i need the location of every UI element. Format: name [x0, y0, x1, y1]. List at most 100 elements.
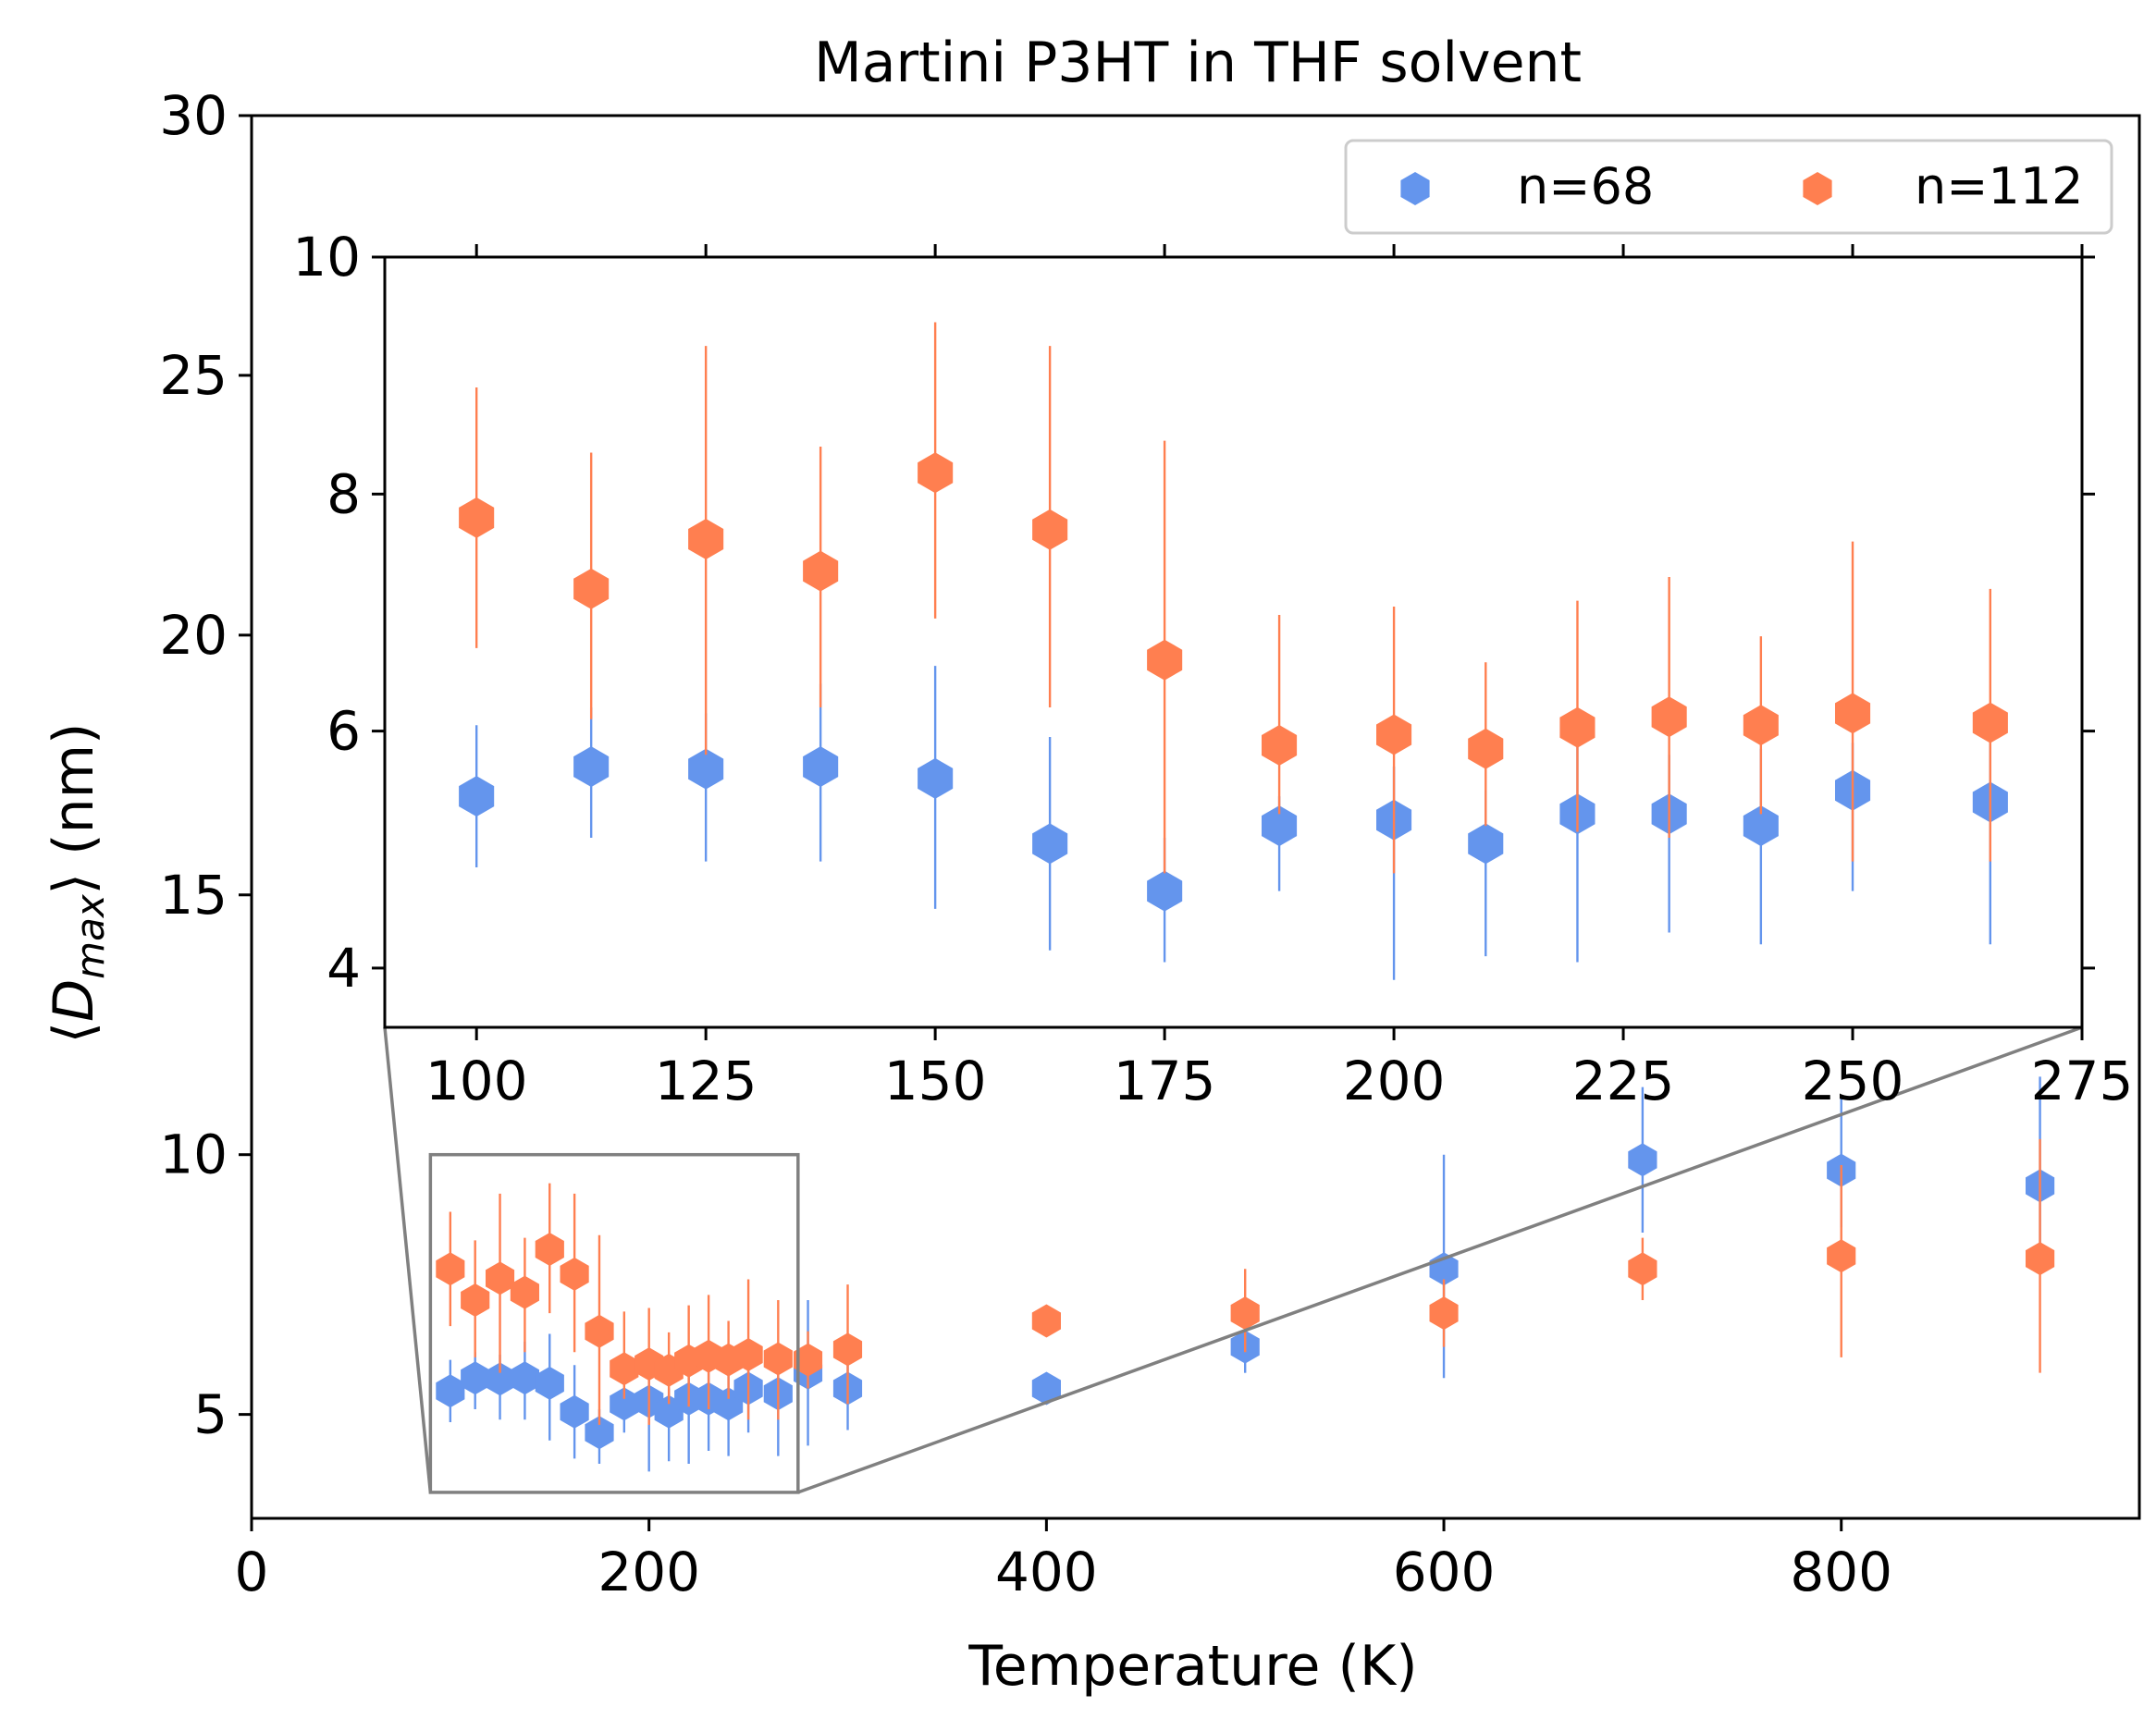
- main-point-n=68-5: [560, 1394, 589, 1429]
- main-point-n=112-0: [436, 1252, 465, 1286]
- zoom-rectangle: [428, 1152, 800, 1494]
- main-y-tick-label-10: 10: [159, 1123, 228, 1186]
- inset-point-n=68-6: [1147, 870, 1183, 912]
- main-point-n=112-22: [2026, 1242, 2055, 1276]
- inset-series-n=68: [459, 666, 2008, 980]
- inset-point-n=68-7: [1262, 805, 1298, 847]
- main-y-tick-label-20: 20: [159, 604, 228, 667]
- chart-title: Martini P3HT in THF solvent: [814, 31, 1582, 95]
- legend-label-n112: n=112: [1915, 157, 2084, 215]
- inset-x-tick-label-100: 100: [425, 1050, 528, 1112]
- inset-point-n=112-2: [688, 519, 724, 559]
- legend-marker-n68: [1400, 172, 1430, 205]
- inset-point-n=112-6: [1147, 639, 1183, 681]
- main-point-n=112-15: [794, 1343, 823, 1377]
- main-point-n=112-2: [486, 1261, 515, 1295]
- main-point-n=112-7: [610, 1352, 639, 1386]
- inset-point-n=68-2: [688, 748, 724, 790]
- main-point-n=68-17: [1031, 1371, 1061, 1406]
- main-point-n=112-17: [1031, 1304, 1061, 1338]
- main-y-tick-label-30: 30: [159, 84, 228, 147]
- main-point-n=68-1: [461, 1361, 490, 1395]
- x-axis-label: Temperature (K): [967, 1634, 1417, 1699]
- inset-point-n=68-4: [918, 757, 954, 799]
- inset-y-tick-label-4: 4: [326, 937, 361, 1000]
- main-point-n=68-6: [585, 1416, 614, 1450]
- inset-point-n=112-5: [1032, 509, 1068, 550]
- main-point-n=68-2: [486, 1362, 515, 1396]
- legend-marker-n112: [1803, 172, 1832, 205]
- inset-point-n=68-3: [803, 746, 839, 788]
- main-point-n=112-20: [1628, 1252, 1657, 1286]
- legend-hex-n=112: [1803, 172, 1832, 205]
- inset-plot-area: [385, 257, 2082, 1027]
- y-label-open: ⟨: [42, 1022, 106, 1043]
- inset-x-tick-label-125: 125: [655, 1050, 758, 1112]
- inset-point-n=112-9: [1468, 728, 1504, 769]
- inset-x-tick-label-250: 250: [1802, 1050, 1904, 1112]
- inset-x-tick-label-275: 275: [2031, 1050, 2134, 1112]
- inset-point-n=112-7: [1262, 725, 1298, 766]
- inset-x-tick-label-150: 150: [884, 1050, 987, 1112]
- inset-y-tick-label-8: 8: [326, 462, 361, 525]
- zoom-connector-left: [383, 1026, 433, 1493]
- main-point-n=112-16: [832, 1332, 863, 1367]
- inset-x-tick-label-175: 175: [1114, 1050, 1216, 1112]
- y-label-symbol: D: [42, 979, 106, 1022]
- inset-point-n=68-1: [573, 746, 610, 788]
- main-x-tick-label-200: 200: [598, 1541, 700, 1603]
- inset-point-n=112-8: [1376, 714, 1412, 755]
- inset-x-tick-label-200: 200: [1343, 1050, 1446, 1112]
- main-y-tick-label-25: 25: [159, 344, 228, 407]
- inset-plot: 100 125 150 175 200 225 250 275 4 6 8 10: [292, 226, 2133, 1112]
- inset-point-n=112-4: [918, 452, 954, 494]
- inset-x-tick-label-225: 225: [1572, 1050, 1675, 1112]
- legend: n=68 n=112: [1344, 139, 2113, 235]
- main-y-tick-label-5: 5: [193, 1383, 228, 1446]
- main-point-n=68-3: [510, 1361, 539, 1395]
- main-point-n=112-5: [560, 1257, 589, 1291]
- main-point-n=112-14: [763, 1342, 793, 1376]
- main-point-n=68-20: [1628, 1143, 1657, 1177]
- legend-hex-n=68: [1400, 172, 1430, 205]
- inset-point-n=112-3: [803, 550, 839, 592]
- main-x-tick-label-800: 800: [1790, 1541, 1892, 1603]
- inset-point-n=68-5: [1032, 823, 1068, 865]
- inset-series-n=112: [459, 322, 2008, 874]
- inset-plot-frame: [383, 255, 2084, 1029]
- main-point-n=68-7: [610, 1387, 639, 1421]
- main-point-n=112-13: [733, 1338, 763, 1371]
- y-label-close: ⟩ (nm): [42, 723, 106, 895]
- main-plot-frame: [250, 114, 2141, 1520]
- main-point-n=112-1: [461, 1283, 490, 1317]
- inset-point-n=112-1: [573, 568, 610, 609]
- main-x-tick-label-600: 600: [1393, 1541, 1496, 1603]
- y-axis-label: ⟨Dmax⟩ (nm): [42, 723, 113, 1044]
- main-point-n=112-18: [1230, 1296, 1260, 1331]
- inset-point-n=112-14: [1972, 702, 2008, 743]
- main-point-n=68-4: [535, 1366, 564, 1400]
- inset-point-n=112-0: [459, 497, 495, 538]
- main-point-n=112-4: [535, 1233, 564, 1266]
- y-label-subscript: max: [68, 893, 113, 979]
- inset-y-tick-label-10: 10: [292, 226, 361, 289]
- legend-frame: [1344, 139, 2113, 235]
- legend-label-n68: n=68: [1517, 157, 1654, 215]
- main-x-tick-label-400: 400: [995, 1541, 1098, 1603]
- main-point-n=112-19: [1429, 1296, 1459, 1331]
- main-series-n=112: [436, 1138, 2055, 1425]
- main-x-tick-label-0: 0: [235, 1541, 269, 1603]
- main-point-n=112-21: [1827, 1239, 1856, 1273]
- inset-point-n=68-0: [459, 776, 495, 817]
- inset-point-n=112-11: [1651, 696, 1687, 738]
- inset-point-n=68-12: [1743, 805, 1779, 847]
- inset-point-n=112-10: [1559, 706, 1595, 748]
- inset-point-n=112-12: [1743, 705, 1779, 746]
- main-point-n=112-6: [585, 1314, 614, 1348]
- main-point-n=68-0: [436, 1374, 465, 1408]
- inset-point-n=112-13: [1835, 693, 1871, 734]
- zoom-connector-right: [797, 1025, 2083, 1494]
- inset-point-n=68-9: [1468, 823, 1504, 865]
- main-point-n=112-3: [510, 1275, 539, 1309]
